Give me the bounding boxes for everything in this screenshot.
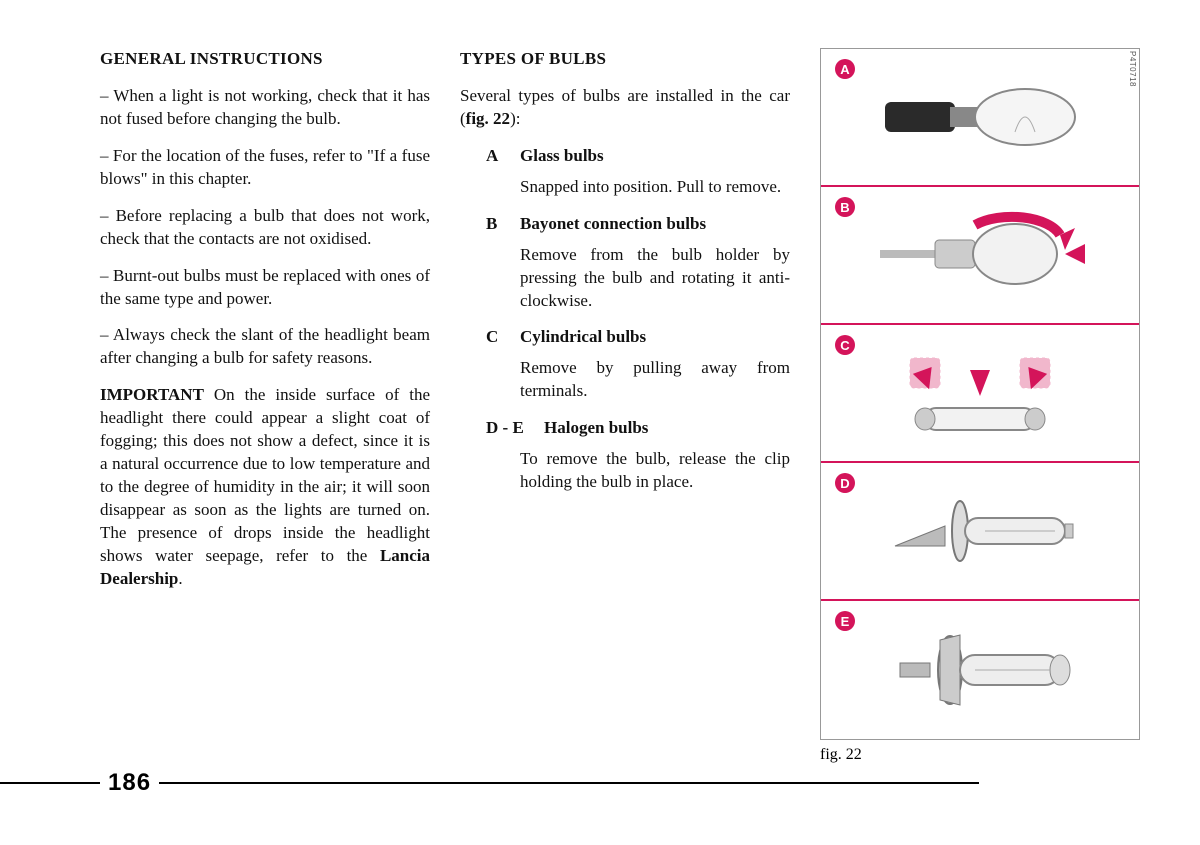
- figure-panel-e: E: [821, 601, 1139, 739]
- bulb-title-a: Glass bulbs: [520, 145, 604, 168]
- figure-column: P4T0718 A B: [820, 48, 1140, 764]
- bulb-title-c: Cylindrical bulbs: [520, 326, 646, 349]
- bulb-desc-b: Remove from the bulb holder by pressing …: [520, 244, 790, 313]
- heading-types: TYPES OF BULBS: [460, 48, 790, 71]
- bulb-letter-de: D - E: [486, 417, 530, 440]
- bulb-item-a: A Glass bulbs: [486, 145, 790, 168]
- bulb-desc-a: Snapped into position. Pull to remove.: [520, 176, 790, 199]
- figure-panel-c: C: [821, 325, 1139, 463]
- page-number: 186: [100, 769, 159, 797]
- instr-3: – Before replacing a bulb that does not …: [100, 205, 430, 251]
- bulb-title-de: Halogen bulbs: [544, 417, 648, 440]
- instr-5: – Always check the slant of the headligh…: [100, 324, 430, 370]
- bulb-desc-c: Remove by pulling away from terminals.: [520, 357, 790, 403]
- halogen-bulb-d-icon: [865, 476, 1095, 586]
- bulb-desc-de: To remove the bulb, release the clip hol…: [520, 448, 790, 494]
- bar-left: [0, 782, 100, 784]
- cylindrical-bulb-icon: [865, 338, 1095, 448]
- instr-1: – When a light is not working, check tha…: [100, 85, 430, 131]
- important-note: IMPORTANT On the inside surface of the h…: [100, 384, 430, 590]
- figure-caption: fig. 22: [820, 746, 1140, 764]
- bulb-letter-b: B: [486, 213, 506, 236]
- intro-post: ):: [510, 109, 520, 128]
- figure-panel-d: D: [821, 463, 1139, 601]
- glass-bulb-icon: [865, 62, 1095, 172]
- panel-letter-c: C: [835, 335, 855, 355]
- bulb-item-de: D - E Halogen bulbs: [486, 417, 790, 440]
- instr-4: – Burnt-out bulbs must be replaced with …: [100, 265, 430, 311]
- bayonet-bulb-icon: [865, 200, 1095, 310]
- instr-2: – For the location of the fuses, refer t…: [100, 145, 430, 191]
- panel-letter-a: A: [835, 59, 855, 79]
- bulb-title-b: Bayonet connection bulbs: [520, 213, 706, 236]
- bulb-item-b: B Bayonet connection bulbs: [486, 213, 790, 236]
- halogen-bulb-e-icon: [865, 615, 1095, 725]
- bulb-letter-a: A: [486, 145, 506, 168]
- panel-letter-d: D: [835, 473, 855, 493]
- page-content: GENERAL INSTRUCTIONS – When a light is n…: [100, 48, 1140, 764]
- important-lead: IMPORTANT: [100, 385, 204, 404]
- panel-letter-b: B: [835, 197, 855, 217]
- types-intro: Several types of bulbs are installed in …: [460, 85, 790, 131]
- heading-general: GENERAL INSTRUCTIONS: [100, 48, 430, 71]
- bar-right: [159, 782, 979, 784]
- bulb-letter-c: C: [486, 326, 506, 349]
- column-general-instructions: GENERAL INSTRUCTIONS – When a light is n…: [100, 48, 430, 764]
- page-number-bar: 186: [0, 769, 979, 797]
- intro-figref: fig. 22: [466, 109, 510, 128]
- bulb-item-c: C Cylindrical bulbs: [486, 326, 790, 349]
- important-period: .: [178, 569, 182, 588]
- panel-letter-e: E: [835, 611, 855, 631]
- figure-box: P4T0718 A B: [820, 48, 1140, 740]
- figure-panel-a: A: [821, 49, 1139, 187]
- important-body: On the inside surface of the headlight t…: [100, 385, 430, 565]
- column-types-of-bulbs: TYPES OF BULBS Several types of bulbs ar…: [460, 48, 790, 764]
- figure-panel-b: B: [821, 187, 1139, 325]
